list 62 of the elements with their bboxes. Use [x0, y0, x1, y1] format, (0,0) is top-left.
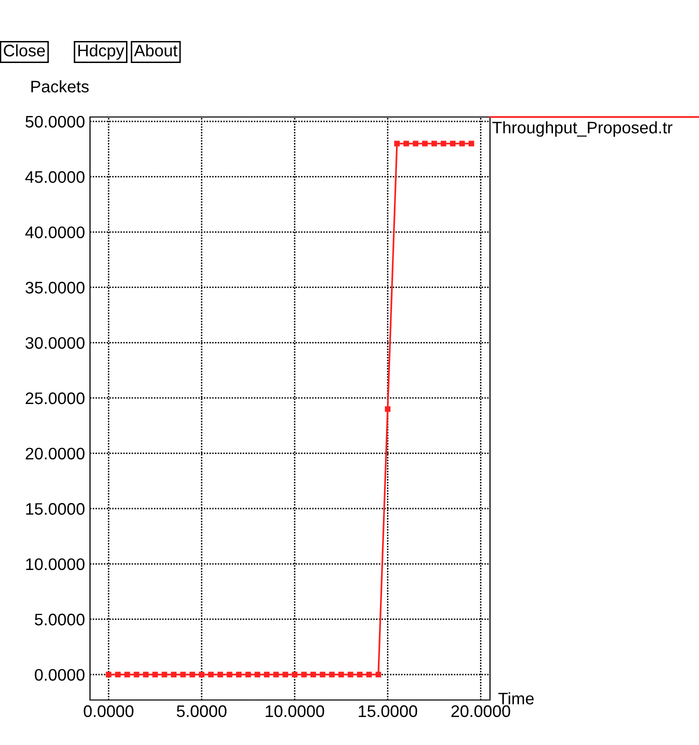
point — [422, 140, 428, 146]
y-tick-label: 30.0000 — [26, 337, 84, 349]
point — [282, 672, 288, 678]
point — [348, 672, 354, 678]
x-tick-label: 0.0000 — [84, 705, 134, 718]
y-tick-label: 20.0000 — [26, 448, 84, 460]
point — [190, 672, 196, 678]
point — [152, 672, 158, 678]
point — [431, 140, 437, 146]
point — [264, 672, 270, 678]
point — [356, 672, 363, 678]
point — [468, 140, 474, 146]
y-tick-label: 50.0000 — [26, 116, 84, 128]
point — [329, 672, 335, 678]
point — [170, 672, 176, 678]
point — [459, 140, 465, 146]
text: Hdcpy — [78, 44, 124, 60]
point — [217, 672, 224, 678]
point — [198, 672, 204, 678]
point — [124, 672, 130, 678]
text: About — [134, 44, 178, 56]
x-tick-label: 15.0000 — [358, 705, 418, 718]
point — [226, 672, 232, 678]
y-tick-label: 25.0000 — [26, 392, 84, 404]
point — [134, 672, 140, 678]
point — [143, 672, 149, 678]
point — [106, 672, 112, 678]
x-axis-title: Time — [498, 692, 534, 704]
point — [310, 672, 316, 678]
x-tick-label: 20.0000 — [451, 705, 510, 718]
point — [236, 672, 242, 678]
y-tick-label: 10.0000 — [26, 558, 84, 570]
point — [162, 672, 168, 678]
text: Close — [4, 44, 45, 56]
point — [180, 672, 186, 678]
point — [412, 140, 418, 146]
point — [292, 672, 298, 678]
point — [245, 672, 251, 678]
series-label: Throughput_Proposed.tr — [492, 121, 672, 137]
y-axis-title: Packets — [31, 80, 89, 92]
y-tick-label: 45.0000 — [25, 171, 84, 183]
point — [440, 140, 446, 146]
point — [273, 672, 279, 678]
point — [376, 672, 382, 678]
point — [254, 672, 260, 678]
y-tick-label: 40.0000 — [25, 226, 84, 238]
point — [208, 672, 214, 678]
point — [394, 140, 400, 146]
y-tick-label: 35.0000 — [26, 282, 84, 294]
y-tick-label: 15.0000 — [26, 503, 84, 515]
point — [404, 140, 410, 146]
x-tick-label: 5.0000 — [176, 705, 226, 718]
x-tick-label: 10.0000 — [266, 705, 324, 718]
point — [320, 672, 326, 678]
point — [366, 672, 372, 678]
point — [338, 672, 344, 678]
y-tick-label: 5.0000 — [34, 614, 84, 626]
point — [450, 140, 456, 146]
point — [115, 672, 121, 678]
y-tick-label: 0.0000 — [34, 668, 84, 681]
point — [301, 672, 307, 678]
point — [384, 406, 390, 412]
